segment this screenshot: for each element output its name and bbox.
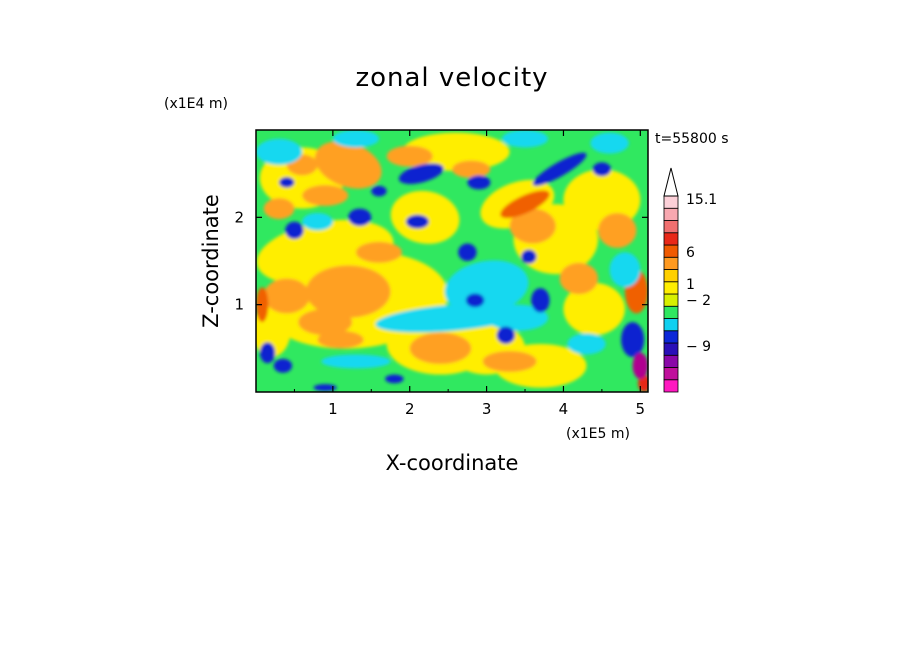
contour-blob: [452, 160, 491, 179]
contour-blob: [501, 130, 549, 148]
contour-blob: [263, 198, 295, 220]
colorbar-swatch: [663, 367, 679, 381]
contour-blob: [305, 265, 391, 318]
x-tick-label: 1: [328, 400, 338, 418]
contour-blob: [609, 252, 641, 288]
time-label: t=55800 s: [655, 131, 729, 147]
contour-blob: [592, 162, 612, 177]
contour-blob: [632, 352, 648, 379]
contour-blob: [259, 342, 276, 364]
colorbar: 15.1 6 1− 2 − 9: [663, 167, 717, 393]
contour-blob: [559, 262, 599, 295]
contour-blob: [385, 374, 404, 384]
contour-blob: [273, 358, 293, 373]
contour-blob: [590, 132, 629, 154]
colorbar-swatch: [663, 379, 679, 393]
y-unit-label: (x1E4 m): [164, 96, 228, 112]
contour-blob: [386, 145, 433, 167]
colorbar-swatch: [663, 232, 679, 246]
x-tick-label: 2: [405, 400, 415, 418]
contour-blob: [256, 287, 269, 323]
x-tick-label: 4: [559, 400, 569, 418]
contour-blob: [532, 152, 587, 186]
contour-blob: [496, 326, 516, 344]
colorbar-label: 1: [686, 277, 695, 293]
contour-blob: [302, 212, 333, 231]
contour-blob: [531, 288, 550, 313]
x-axis-label: X-coordinate: [386, 451, 519, 475]
contour-blob: [467, 175, 491, 190]
contour-blob: [567, 333, 606, 355]
contour-blob: [598, 212, 637, 248]
contour-blob: [371, 185, 387, 197]
colorbar-swatch: [663, 354, 679, 368]
contour-blob: [621, 322, 645, 358]
contour-blob: [398, 163, 444, 185]
contour-field: [256, 130, 648, 392]
colorbar-label: − 2: [686, 293, 711, 309]
contour-blob: [405, 214, 429, 229]
colorbar-label: − 9: [686, 339, 711, 355]
colorbar-label: 6: [686, 245, 695, 261]
contour-blob: [465, 293, 485, 308]
chart-title: zonal velocity: [355, 63, 548, 93]
colorbar-label: 15.1: [686, 192, 717, 208]
contour-blob: [486, 304, 549, 331]
colorbar-swatch: [663, 281, 679, 295]
contour-blob: [314, 141, 382, 189]
contour-blob: [563, 282, 625, 336]
contour-blob: [444, 260, 529, 315]
contour-blob: [500, 190, 550, 219]
colorbar-extend-arrow: [663, 167, 679, 197]
contour-blob: [298, 309, 353, 336]
contour-blob: [317, 330, 364, 349]
colorbar-swatch: [663, 244, 679, 258]
contour-blob: [302, 185, 349, 206]
contour-blob: [458, 243, 477, 261]
colorbar-swatch: [663, 318, 679, 332]
colorbar-swatch: [663, 256, 679, 270]
x-tick-label: 5: [636, 400, 646, 418]
colorbar-swatch: [663, 342, 679, 356]
plot-frame: [255, 129, 649, 393]
contour-blob: [263, 278, 310, 314]
colorbar-swatch: [663, 269, 679, 283]
contour-blob: [285, 221, 304, 240]
contour-blob: [348, 208, 372, 227]
y-tick-label: 2: [234, 208, 244, 226]
contour-blob: [409, 332, 472, 365]
colorbar-swatch: [663, 293, 679, 307]
contour-blob: [279, 177, 295, 188]
colorbar-swatch: [663, 305, 679, 319]
y-axis-label: Z-coordinate: [199, 194, 223, 328]
contour-blob: [355, 241, 403, 263]
contour-blob: [332, 130, 379, 148]
x-tick-label: 3: [482, 400, 492, 418]
contour-blob: [256, 138, 303, 165]
y-tick-label: 1: [234, 296, 244, 314]
colorbar-swatch: [663, 195, 679, 209]
contour-blob: [313, 384, 337, 392]
contour-blob: [321, 354, 391, 369]
x-unit-label: (x1E5 m): [566, 426, 630, 442]
colorbar-swatch: [663, 207, 679, 221]
colorbar-swatch: [663, 220, 679, 234]
contour-blob: [521, 249, 537, 264]
colorbar-swatch: [663, 330, 679, 344]
contour-blob: [509, 208, 556, 244]
contour-blob: [482, 350, 537, 372]
